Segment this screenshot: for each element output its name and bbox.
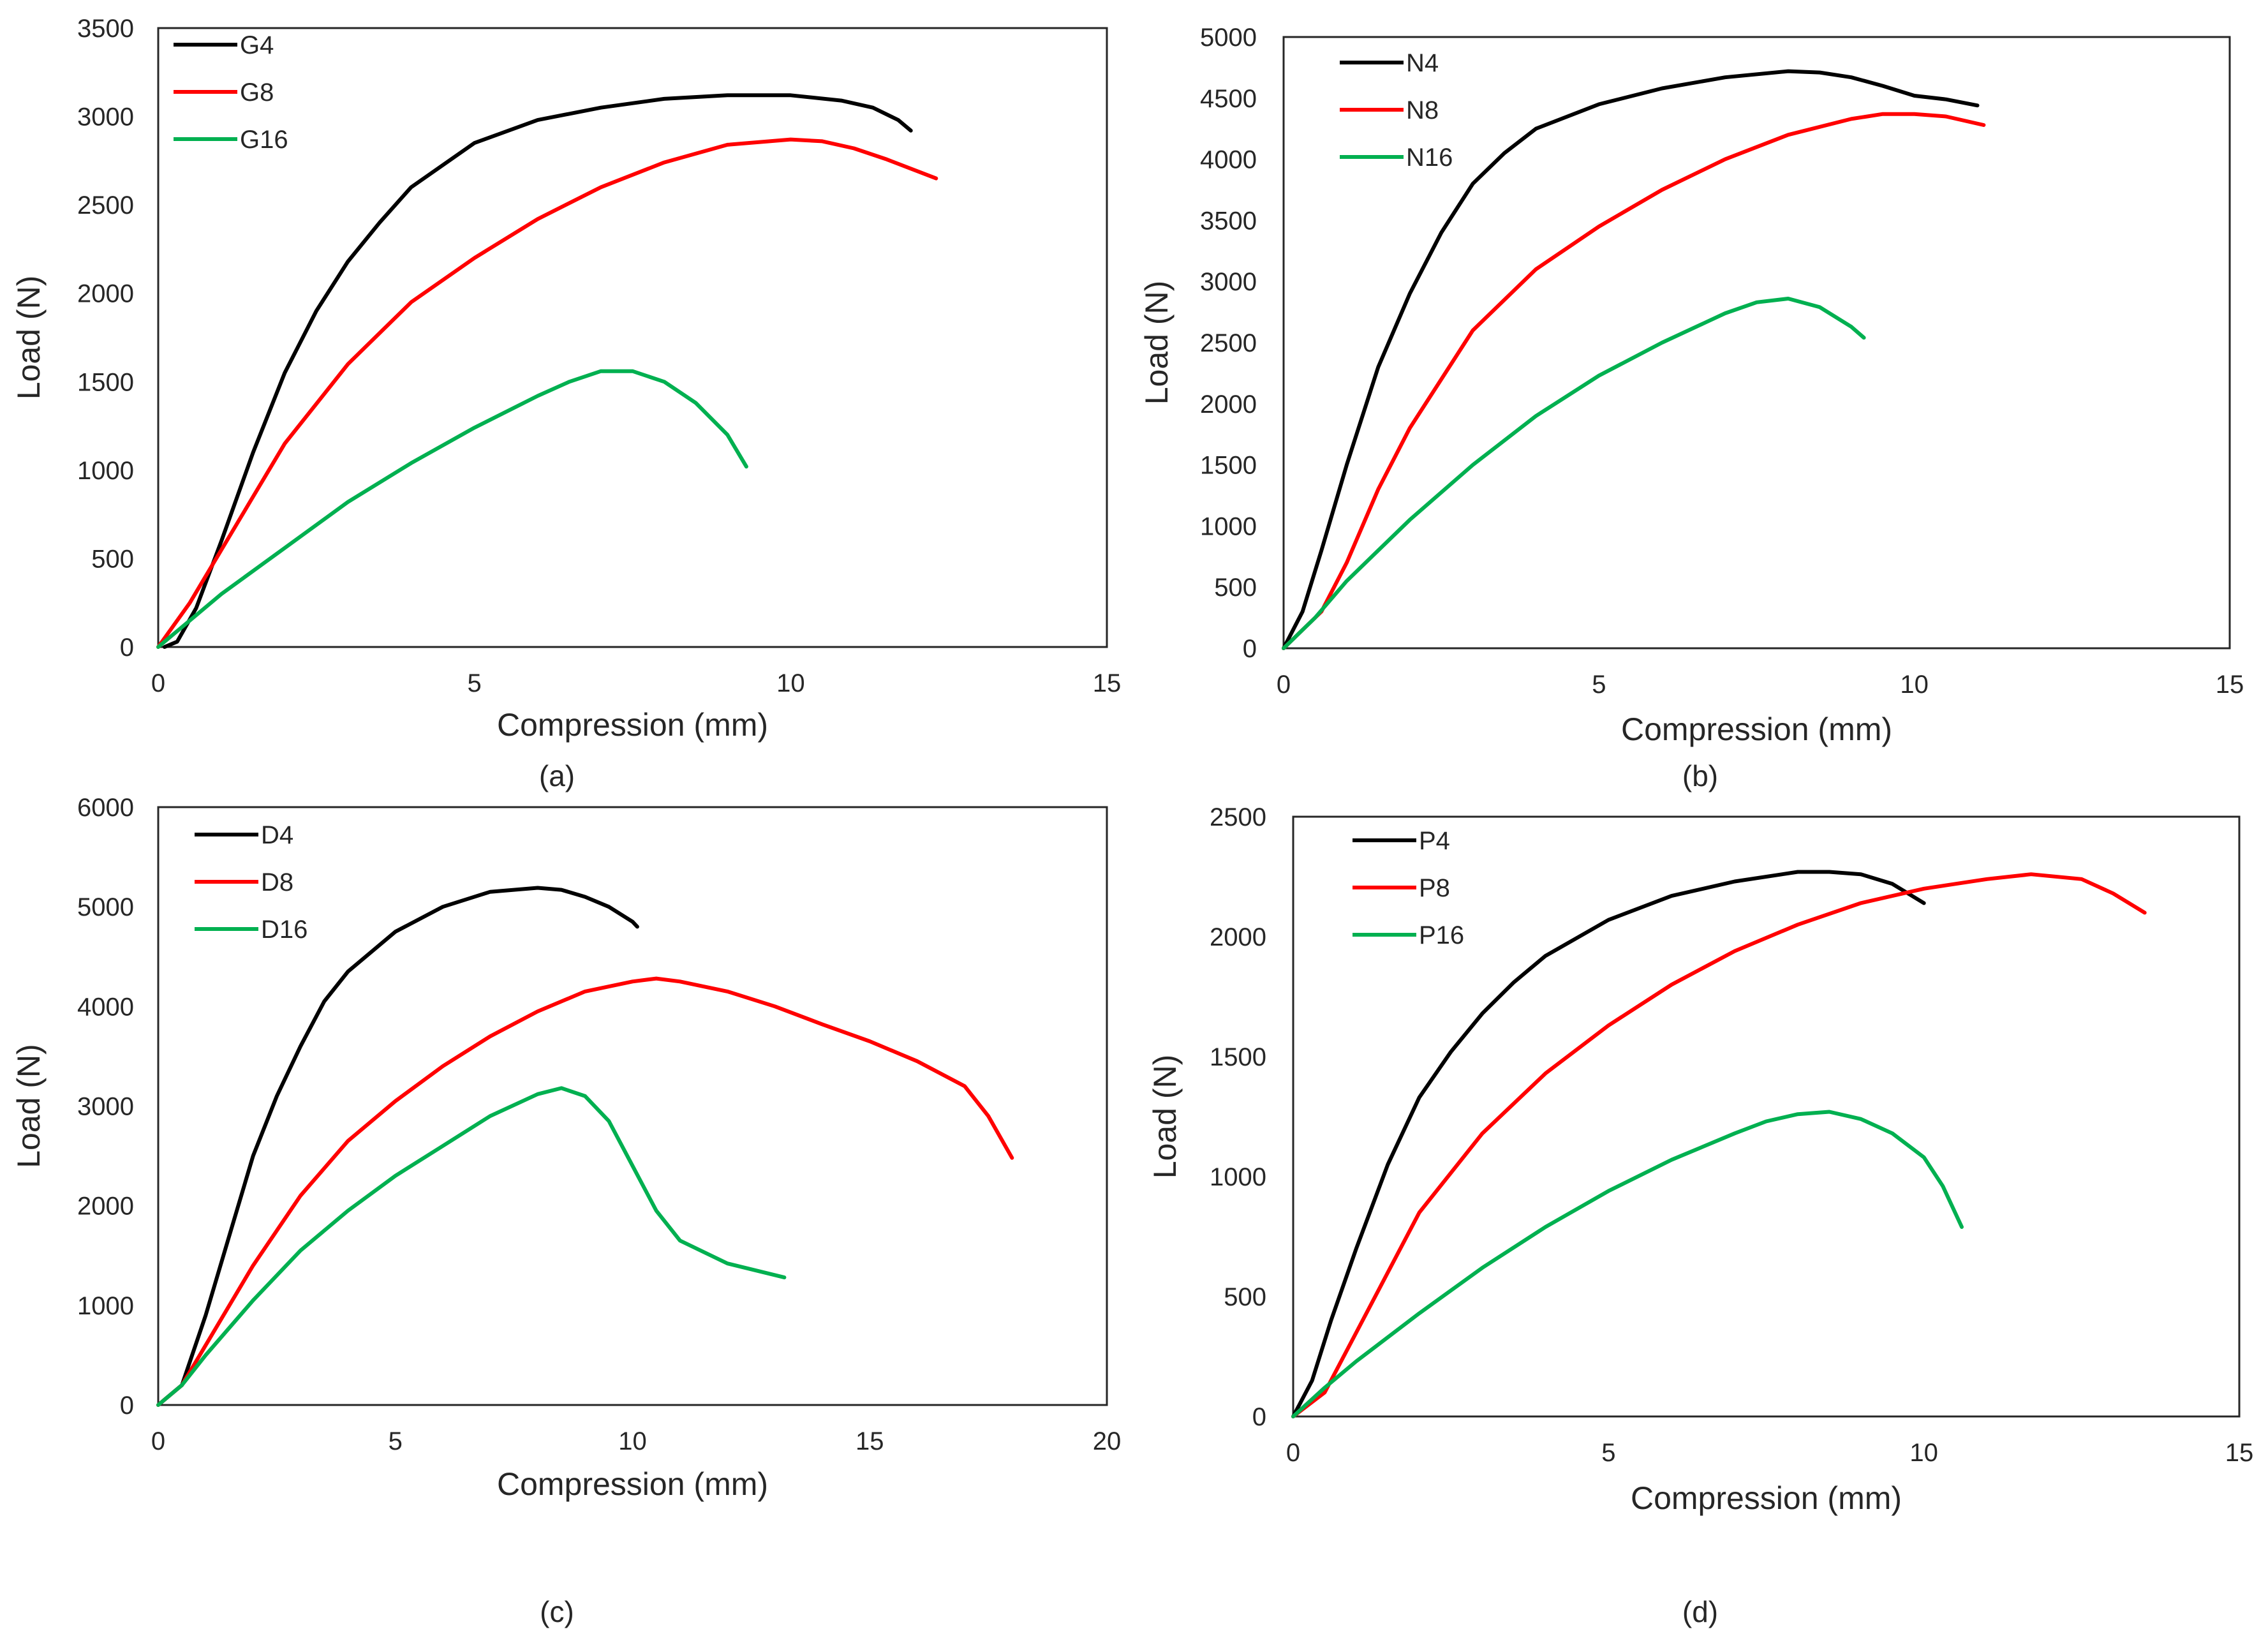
y-axis-title: Load (N) bbox=[11, 1044, 47, 1168]
panel-a-load-compression-chart: 0 5 10 15 0 500 1000 1500 2000 2500 3000 3500 Compre… bbox=[11, 15, 1121, 792]
y-tick-label: 500 bbox=[91, 545, 134, 573]
panel-c-load-compression-chart: 0 5 10 15 20 0 1000 2000 3000 4000 5000 6000 Compres… bbox=[11, 794, 1121, 1628]
series-line-n16 bbox=[1282, 297, 1866, 650]
series-line-n4 bbox=[1282, 69, 1980, 650]
y-tick-label: 1500 bbox=[77, 368, 134, 396]
y-tick-label: 4500 bbox=[1200, 85, 1257, 113]
y-tick-label: 0 bbox=[120, 634, 134, 662]
y-tick-label: 2000 bbox=[1210, 923, 1266, 951]
series-line-g4 bbox=[162, 93, 913, 649]
plot-area-frame bbox=[1282, 36, 2231, 650]
x-tick-label: 0 bbox=[151, 669, 165, 697]
x-axis-title: Compression (mm) bbox=[497, 707, 768, 743]
y-tick-label: 0 bbox=[1252, 1403, 1266, 1431]
legend-label-p4: P4 bbox=[1419, 827, 1450, 855]
y-tick-label: 2000 bbox=[1200, 390, 1257, 419]
y-tick-label: 3000 bbox=[77, 103, 134, 131]
plot-area-frame bbox=[157, 27, 1108, 648]
series-line-p8 bbox=[1291, 872, 2147, 1418]
x-axis-title: Compression (mm) bbox=[1631, 1480, 1902, 1516]
y-tick-label: 3500 bbox=[77, 15, 134, 43]
x-tick-label: 10 bbox=[618, 1427, 647, 1455]
panel-label: (b) bbox=[1682, 759, 1718, 792]
y-tick-label: 4000 bbox=[77, 993, 134, 1021]
legend-label-n4: N4 bbox=[1406, 49, 1439, 77]
y-tick-label: 4000 bbox=[1200, 146, 1257, 174]
y-tick-label: 2000 bbox=[77, 280, 134, 308]
x-tick-label: 15 bbox=[2225, 1439, 2254, 1467]
series-line-d4 bbox=[156, 886, 639, 1407]
y-tick-label: 0 bbox=[1243, 635, 1257, 663]
series-line-g16 bbox=[156, 369, 748, 649]
y-tick-label: 3000 bbox=[1200, 268, 1257, 296]
legend-label-g8: G8 bbox=[240, 78, 274, 107]
y-tick-label: 0 bbox=[120, 1392, 134, 1420]
y-axis-title: Load (N) bbox=[11, 276, 47, 400]
y-tick-label: 2500 bbox=[1200, 329, 1257, 357]
y-axis-title: Load (N) bbox=[1147, 1055, 1183, 1179]
series-line-d16 bbox=[156, 1086, 787, 1407]
x-tick-label: 10 bbox=[1909, 1439, 1938, 1467]
y-tick-label: 2000 bbox=[77, 1193, 134, 1221]
legend-label-d16: D16 bbox=[261, 916, 308, 944]
y-tick-label: 500 bbox=[1224, 1283, 1266, 1311]
legend-label-d4: D4 bbox=[261, 821, 293, 849]
x-tick-label: 10 bbox=[776, 669, 805, 697]
x-tick-label: 15 bbox=[856, 1427, 884, 1455]
x-tick-label: 0 bbox=[1277, 671, 1291, 699]
x-tick-label: 20 bbox=[1093, 1427, 1122, 1455]
series-line-p4 bbox=[1291, 870, 1926, 1418]
series-line-n8 bbox=[1282, 112, 1986, 650]
x-axis-title: Compression (mm) bbox=[1621, 711, 1892, 747]
y-tick-label: 1000 bbox=[1200, 512, 1257, 540]
y-tick-label: 6000 bbox=[77, 794, 134, 822]
y-tick-label: 3500 bbox=[1200, 207, 1257, 235]
y-tick-label: 1500 bbox=[1200, 452, 1257, 480]
series-line-g8 bbox=[156, 137, 938, 649]
y-tick-label: 2500 bbox=[1210, 803, 1266, 831]
y-tick-label: 500 bbox=[1214, 574, 1257, 602]
plot-area-frame bbox=[157, 806, 1108, 1406]
y-tick-label: 5000 bbox=[77, 893, 134, 921]
y-tick-label: 1500 bbox=[1210, 1043, 1266, 1071]
legend-label-n8: N8 bbox=[1406, 96, 1439, 124]
legend-label-p8: P8 bbox=[1419, 874, 1450, 902]
x-tick-label: 15 bbox=[1093, 669, 1122, 697]
x-tick-label: 10 bbox=[1900, 671, 1929, 699]
x-axis-title: Compression (mm) bbox=[497, 1466, 768, 1502]
panel-b-load-compression-chart: 0 5 10 15 0 500 1000 1500 2000 2500 3000 3500 4000 45… bbox=[1139, 24, 2244, 792]
legend-label-p16: P16 bbox=[1419, 921, 1464, 949]
x-tick-label: 0 bbox=[151, 1427, 165, 1455]
x-tick-label: 5 bbox=[468, 669, 482, 697]
y-axis-title: Load (N) bbox=[1139, 281, 1175, 405]
legend-label-d8: D8 bbox=[261, 868, 293, 896]
x-tick-label: 5 bbox=[389, 1427, 403, 1455]
legend-label-g4: G4 bbox=[240, 31, 274, 59]
plot-area-frame bbox=[1292, 815, 2241, 1418]
y-tick-label: 5000 bbox=[1200, 24, 1257, 52]
panel-label: (c) bbox=[540, 1595, 574, 1628]
y-tick-label: 3000 bbox=[77, 1093, 134, 1121]
series-line-p16 bbox=[1291, 1110, 1964, 1418]
series-line-d8 bbox=[156, 976, 1014, 1407]
legend-label-g16: G16 bbox=[240, 126, 288, 154]
panel-label: (a) bbox=[539, 759, 575, 792]
panel-d-load-compression-chart: 0 5 10 15 0 500 1000 1500 2000 2500 Compression (m… bbox=[1147, 803, 2253, 1628]
y-tick-label: 1000 bbox=[1210, 1163, 1266, 1191]
x-tick-label: 5 bbox=[1601, 1439, 1615, 1467]
y-tick-label: 2500 bbox=[77, 191, 134, 219]
y-tick-label: 1000 bbox=[77, 1292, 134, 1320]
panel-label: (d) bbox=[1682, 1595, 1718, 1628]
y-tick-label: 1000 bbox=[77, 457, 134, 485]
x-tick-label: 0 bbox=[1286, 1439, 1300, 1467]
legend-label-n16: N16 bbox=[1406, 144, 1453, 172]
x-tick-label: 15 bbox=[2216, 671, 2244, 699]
x-tick-label: 5 bbox=[1592, 671, 1606, 699]
